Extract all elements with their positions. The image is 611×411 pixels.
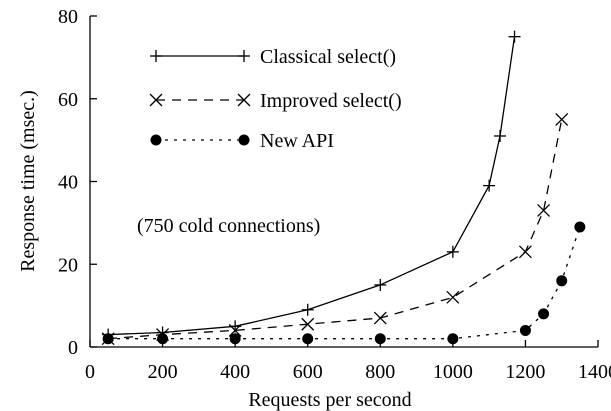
series-3-point — [102, 333, 114, 345]
series-2-point-b — [228, 323, 242, 337]
series-2-point — [537, 204, 551, 217]
series-3-point — [574, 221, 586, 233]
x-tick-label: 400 — [220, 361, 250, 383]
series-3-point — [519, 324, 531, 336]
series-3-point — [157, 333, 169, 345]
series-3-point — [447, 333, 459, 345]
series-2-point-b — [537, 204, 551, 217]
legend-marker-3 — [150, 134, 162, 146]
y-tick-label: 40 — [58, 172, 78, 194]
x-tick-label: 800 — [365, 361, 395, 383]
legend-marker-2-b — [149, 93, 163, 107]
series-2-point-b — [373, 311, 387, 325]
series-2-point — [373, 311, 387, 325]
legend-marker-1 — [238, 50, 250, 62]
series-layer — [101, 30, 586, 346]
x-tick-label: 0 — [85, 361, 95, 383]
series-2-point — [228, 323, 242, 337]
series-1-point — [301, 303, 314, 316]
y-tick-label: 60 — [58, 89, 78, 111]
series-3-point — [374, 333, 386, 345]
series-2-point-b — [301, 317, 315, 331]
legend: Classical select() Improved select() New A… — [149, 46, 402, 152]
y-tick-label: 0 — [68, 337, 78, 359]
series-3-point — [538, 308, 550, 320]
series-2-point — [518, 245, 532, 259]
series-2-point — [555, 112, 569, 126]
series-3-point — [302, 333, 314, 345]
series-2-point-b — [518, 245, 532, 259]
series-1-point — [446, 245, 459, 258]
x-tick-label: 600 — [293, 361, 323, 383]
series-2-point-b — [446, 290, 460, 304]
legend-marker-3 — [238, 134, 250, 146]
series-1-point — [483, 179, 496, 192]
series-2-point — [446, 290, 460, 304]
legend-label-1: Classical select() — [260, 46, 396, 68]
legend-marker-2-b — [237, 93, 251, 107]
series-3-line — [108, 226, 581, 340]
series-2-point-b — [555, 112, 569, 126]
legend-marker-2 — [237, 93, 251, 107]
series-1-point — [494, 129, 507, 142]
series-2-point — [301, 317, 315, 331]
legend-label-3: New API — [260, 130, 334, 152]
y-axis-title: Response time (msec.) — [17, 90, 39, 272]
legend-marker-2 — [149, 93, 163, 107]
x-axis-title: Requests per second — [248, 389, 411, 411]
y-tick-label: 20 — [58, 254, 78, 276]
y-tick-label: 80 — [58, 6, 78, 28]
series-1-point — [374, 278, 387, 291]
x-tick-label: 200 — [148, 361, 178, 383]
x-tick-label: 1000 — [433, 361, 473, 383]
x-tick-label: 1200 — [505, 361, 545, 383]
series-1-line — [108, 36, 516, 336]
series-3-point — [556, 275, 568, 287]
series-3 — [102, 221, 586, 345]
legend-label-2: Improved select() — [260, 90, 402, 112]
legend-marker-1 — [150, 50, 162, 62]
annotation-text: (750 cold connections) — [137, 215, 320, 237]
series-3-point — [229, 333, 241, 345]
series-1-point — [508, 30, 521, 43]
